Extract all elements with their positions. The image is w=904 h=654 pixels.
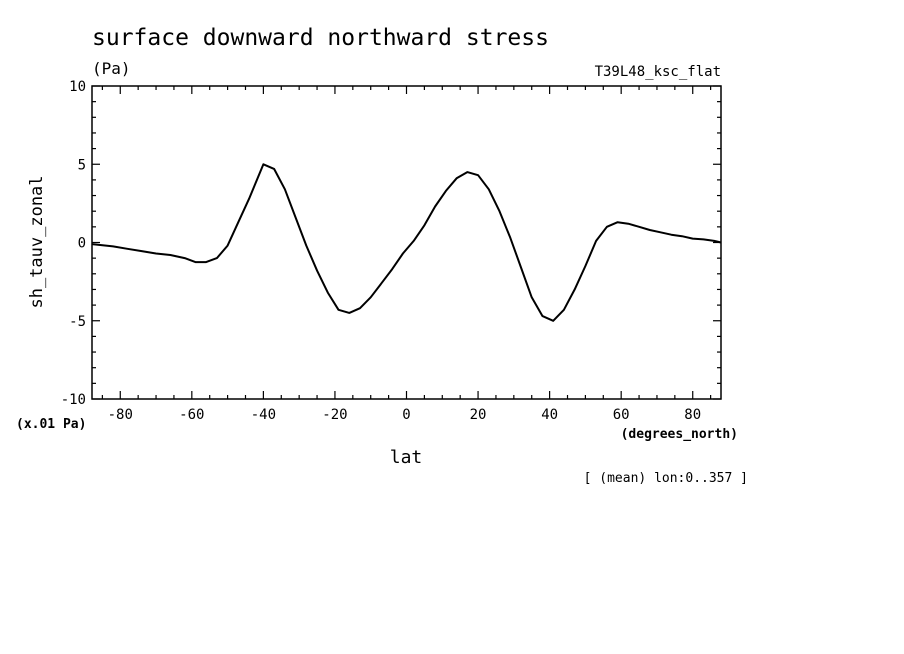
x-axis-label: lat <box>390 447 423 468</box>
plot-frame <box>91 85 722 400</box>
x-tick-label: 20 <box>470 407 487 423</box>
x-axis-ticks <box>101 86 712 399</box>
y-tick-label: -5 <box>69 314 86 330</box>
chart-title: surface downward northward stress <box>92 25 549 51</box>
experiment-label: T39L48_ksc_flat <box>595 64 721 80</box>
x-tick-label: -40 <box>251 407 276 423</box>
x-tick-label: 40 <box>541 407 558 423</box>
x-tick-label: -20 <box>322 407 347 423</box>
y-tick-label: 0 <box>78 236 86 252</box>
x-axis-tick-labels: -80 -60 -40 -20 0 20 40 60 80 <box>108 407 702 423</box>
y-axis-ticks <box>92 85 721 400</box>
x-tick-label: 80 <box>684 407 701 423</box>
x-tick-label: 0 <box>402 407 410 423</box>
series-line <box>91 163 722 322</box>
y-scale-note: (x.01 Pa) <box>16 417 86 432</box>
x-tick-label: 60 <box>613 407 630 423</box>
units-label: (Pa) <box>92 59 131 78</box>
footnote: [ (mean) lon:0..357 ] <box>584 471 748 486</box>
y-axis-tick-labels: -10 -5 0 5 10 <box>61 79 86 408</box>
y-axis-label: sh_tauv_zonal <box>27 175 47 308</box>
x-tick-label: -80 <box>108 407 133 423</box>
x-units-label: (degrees_north) <box>621 427 738 442</box>
y-tick-label: 10 <box>69 79 86 95</box>
x-tick-label: -60 <box>179 407 204 423</box>
y-tick-label: 5 <box>78 157 86 173</box>
y-tick-label: -10 <box>61 392 86 408</box>
